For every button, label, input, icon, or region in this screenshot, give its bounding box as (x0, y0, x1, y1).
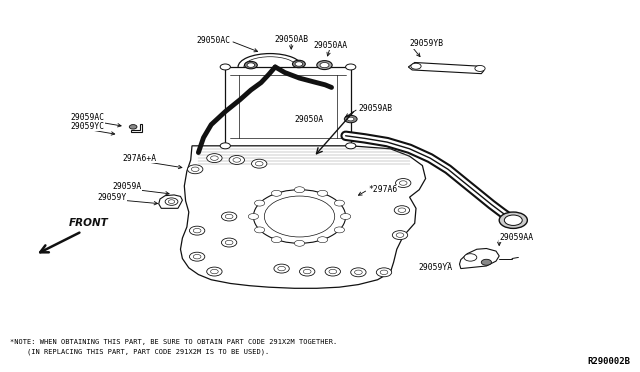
Circle shape (211, 156, 218, 160)
Circle shape (348, 117, 354, 121)
Polygon shape (225, 67, 351, 146)
Circle shape (255, 161, 263, 166)
Text: 29050AA: 29050AA (314, 41, 348, 50)
Circle shape (207, 154, 222, 163)
Circle shape (221, 238, 237, 247)
Circle shape (225, 214, 233, 219)
Circle shape (211, 269, 218, 274)
Text: 297A6+A: 297A6+A (123, 154, 157, 163)
Circle shape (396, 179, 411, 187)
Text: 29059YB: 29059YB (410, 39, 444, 48)
Circle shape (247, 63, 255, 67)
Circle shape (220, 143, 230, 149)
Text: 29059AB: 29059AB (358, 104, 392, 113)
Text: *NOTE: WHEN OBTAINING THIS PART, BE SURE TO OBTAIN PART CODE 291X2M TOGETHER.: *NOTE: WHEN OBTAINING THIS PART, BE SURE… (10, 339, 337, 344)
Circle shape (300, 267, 315, 276)
Circle shape (398, 208, 406, 212)
Circle shape (193, 228, 201, 233)
Circle shape (255, 227, 265, 233)
Circle shape (481, 259, 492, 265)
Text: 29059AA: 29059AA (499, 233, 533, 242)
Circle shape (334, 200, 344, 206)
Circle shape (334, 227, 344, 233)
Text: 29059YC: 29059YC (70, 122, 104, 131)
Circle shape (207, 267, 222, 276)
Circle shape (504, 215, 522, 225)
Circle shape (225, 240, 233, 245)
Circle shape (274, 264, 289, 273)
Polygon shape (180, 146, 426, 288)
Polygon shape (159, 195, 182, 208)
Polygon shape (408, 62, 484, 74)
Circle shape (399, 181, 407, 185)
Text: 29050A: 29050A (294, 115, 324, 124)
Circle shape (396, 233, 404, 237)
Circle shape (294, 187, 305, 193)
Text: 29059A: 29059A (112, 182, 141, 191)
Circle shape (329, 269, 337, 274)
Circle shape (129, 125, 137, 129)
Circle shape (303, 269, 311, 274)
Circle shape (355, 270, 362, 275)
Circle shape (295, 62, 303, 66)
Circle shape (292, 60, 305, 68)
Circle shape (392, 231, 408, 240)
Circle shape (233, 158, 241, 162)
Circle shape (252, 159, 267, 168)
Circle shape (271, 237, 282, 243)
Circle shape (244, 61, 257, 69)
Circle shape (346, 64, 356, 70)
Circle shape (229, 155, 244, 164)
Circle shape (344, 115, 357, 123)
Circle shape (271, 190, 282, 196)
Circle shape (394, 206, 410, 215)
Circle shape (193, 254, 201, 259)
Circle shape (165, 198, 178, 205)
Text: (IN REPLACING THIS PART, PART CODE 291X2M IS TO BE USED).: (IN REPLACING THIS PART, PART CODE 291X2… (10, 349, 269, 355)
Circle shape (475, 65, 485, 71)
Text: 29059YA: 29059YA (418, 263, 452, 272)
Circle shape (264, 196, 335, 237)
Circle shape (168, 200, 175, 203)
Text: 29050AB: 29050AB (274, 35, 308, 44)
Circle shape (340, 214, 351, 219)
Circle shape (191, 167, 199, 171)
Circle shape (253, 190, 346, 243)
Text: FRONT: FRONT (69, 218, 109, 228)
Text: *297A6: *297A6 (368, 185, 397, 194)
Circle shape (248, 214, 259, 219)
Circle shape (464, 254, 477, 261)
Circle shape (189, 252, 205, 261)
Circle shape (221, 212, 237, 221)
Text: 29050AC: 29050AC (196, 36, 230, 45)
Circle shape (325, 267, 340, 276)
Circle shape (320, 62, 329, 68)
Text: 29059AC: 29059AC (70, 113, 104, 122)
Circle shape (189, 226, 205, 235)
Circle shape (220, 64, 230, 70)
Polygon shape (460, 248, 499, 269)
Circle shape (346, 143, 356, 149)
Polygon shape (131, 124, 142, 132)
Text: 29059Y: 29059Y (97, 193, 127, 202)
Circle shape (380, 270, 388, 275)
Circle shape (294, 240, 305, 246)
Circle shape (411, 63, 421, 69)
Circle shape (317, 190, 328, 196)
Circle shape (255, 200, 265, 206)
Text: R290002B: R290002B (588, 357, 630, 366)
Circle shape (317, 61, 332, 70)
Circle shape (376, 268, 392, 277)
Circle shape (499, 212, 527, 228)
Circle shape (278, 266, 285, 271)
Circle shape (188, 165, 203, 174)
Circle shape (351, 268, 366, 277)
Circle shape (317, 237, 328, 243)
